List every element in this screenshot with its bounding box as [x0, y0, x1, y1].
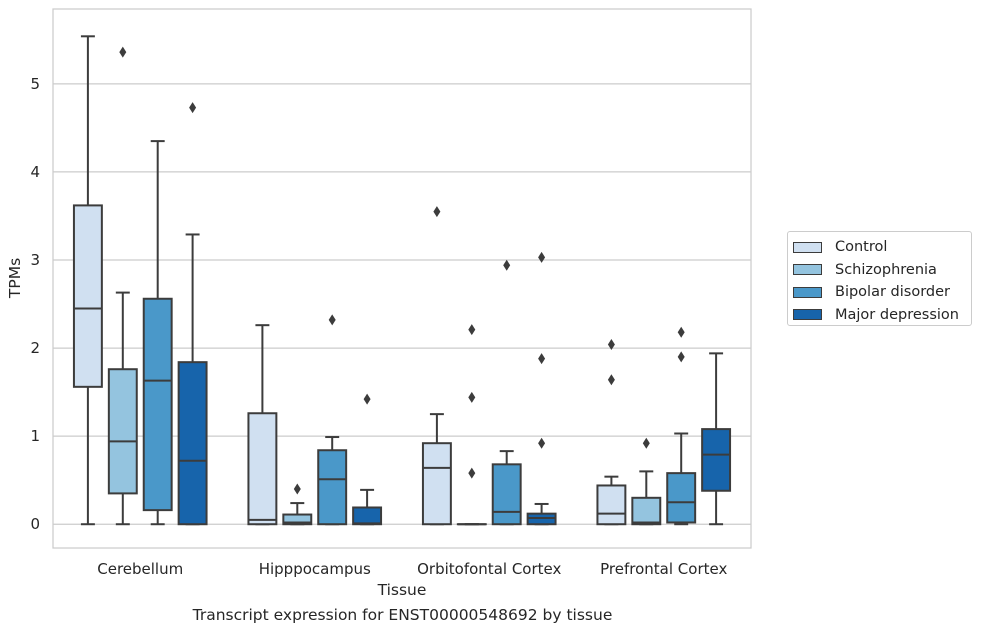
legend-label-bipolar-disorder: Bipolar disorder: [835, 284, 950, 301]
legend-label-schizophrenia: Schizophrenia: [835, 261, 937, 278]
x-tick-labels: Cerebellum Hipppocampus Orbitofontal Corte…: [97, 560, 727, 578]
box-cerebellum-major-depression: [177, 102, 208, 526]
y-axis-label: TPMs: [6, 258, 24, 299]
outlier-point: [642, 437, 650, 449]
box-iqr: [282, 513, 313, 526]
box-prefrontal-cortex-bipolar-disorder: [666, 326, 697, 526]
box-orbitofontal-cortex-control: [421, 206, 452, 526]
box-hipppocampus-schizophrenia: [282, 483, 313, 526]
box-prefrontal-cortex-control: [596, 339, 627, 526]
y-tick-4: 4: [30, 163, 40, 181]
box-iqr: [177, 361, 208, 526]
legend-item-major-depression: Major depression: [793, 304, 971, 327]
outlier-point: [433, 206, 441, 218]
legend-item-bipolar-disorder: Bipolar disorder: [793, 281, 971, 304]
outlier-point: [538, 251, 546, 263]
legend: Control Schizophrenia Bipolar disorder M…: [787, 231, 972, 326]
outlier-point: [363, 393, 371, 405]
box-iqr: [107, 368, 138, 495]
legend-item-schizophrenia: Schizophrenia: [793, 259, 971, 282]
box-iqr: [596, 484, 627, 526]
box-orbitofontal-cortex-major-depression: [526, 251, 557, 526]
x-tick-hipppocampus: Hipppocampus: [259, 560, 371, 578]
outlier-point: [677, 351, 685, 363]
box-hipppocampus-control: [247, 324, 278, 526]
outlier-point: [328, 314, 336, 326]
figure-caption: Transcript expression for ENST0000054869…: [192, 606, 613, 624]
y-tick-labels: 0 1 2 3 4 5: [30, 75, 40, 533]
box-iqr: [421, 442, 452, 526]
box-iqr: [317, 449, 348, 526]
box-orbitofontal-cortex-schizophrenia: [456, 324, 487, 526]
legend-item-control: Control: [793, 236, 971, 259]
box-prefrontal-cortex-schizophrenia: [631, 437, 662, 526]
box-prefrontal-cortex-major-depression: [701, 352, 732, 526]
box-iqr: [701, 428, 732, 492]
outlier-point: [503, 259, 511, 271]
y-tick-1: 1: [30, 427, 40, 445]
box-iqr: [352, 506, 383, 526]
box-iqr: [247, 412, 278, 526]
outlier-point: [119, 46, 127, 58]
legend-label-control: Control: [835, 239, 888, 256]
y-tick-5: 5: [30, 75, 40, 93]
outlier-point: [468, 324, 476, 336]
legend-swatch-schizophrenia: [793, 264, 822, 276]
box-iqr: [142, 297, 173, 512]
box-hipppocampus-bipolar-disorder: [317, 314, 348, 526]
x-tick-cerebellum: Cerebellum: [97, 560, 183, 578]
legend-swatch-control: [793, 241, 822, 253]
legend-label-major-depression: Major depression: [835, 306, 959, 323]
box-orbitofontal-cortex-bipolar-disorder: [491, 259, 522, 526]
box-iqr: [666, 472, 697, 524]
plot-area-frame: [52, 8, 752, 549]
box-hipppocampus-major-depression: [352, 393, 383, 526]
outlier-point: [189, 102, 197, 114]
y-tick-0: 0: [30, 515, 40, 533]
box-iqr: [72, 204, 103, 388]
outlier-point: [607, 374, 615, 386]
box-cerebellum-bipolar-disorder: [142, 140, 173, 526]
outlier-point: [607, 339, 615, 351]
box-cerebellum-control: [72, 35, 103, 526]
x-axis-label: Tissue: [377, 581, 427, 599]
outlier-point: [677, 326, 685, 338]
outlier-point: [538, 437, 546, 449]
outlier-point: [468, 467, 476, 479]
box-iqr: [491, 463, 522, 526]
box-iqr: [631, 496, 662, 526]
x-tick-prefrontal-cortex: Prefrontal Cortex: [600, 560, 727, 578]
outlier-point: [293, 483, 301, 495]
outlier-point: [538, 353, 546, 365]
box-layer: [72, 35, 732, 526]
outlier-point: [468, 391, 476, 403]
y-tick-3: 3: [30, 251, 40, 269]
x-tick-orbitofontal-cortex: Orbitofontal Cortex: [417, 560, 561, 578]
legend-swatch-major-depression: [793, 309, 822, 321]
legend-swatch-bipolar-disorder: [793, 286, 822, 298]
y-tick-2: 2: [30, 339, 40, 357]
box-cerebellum-schizophrenia: [107, 46, 138, 526]
